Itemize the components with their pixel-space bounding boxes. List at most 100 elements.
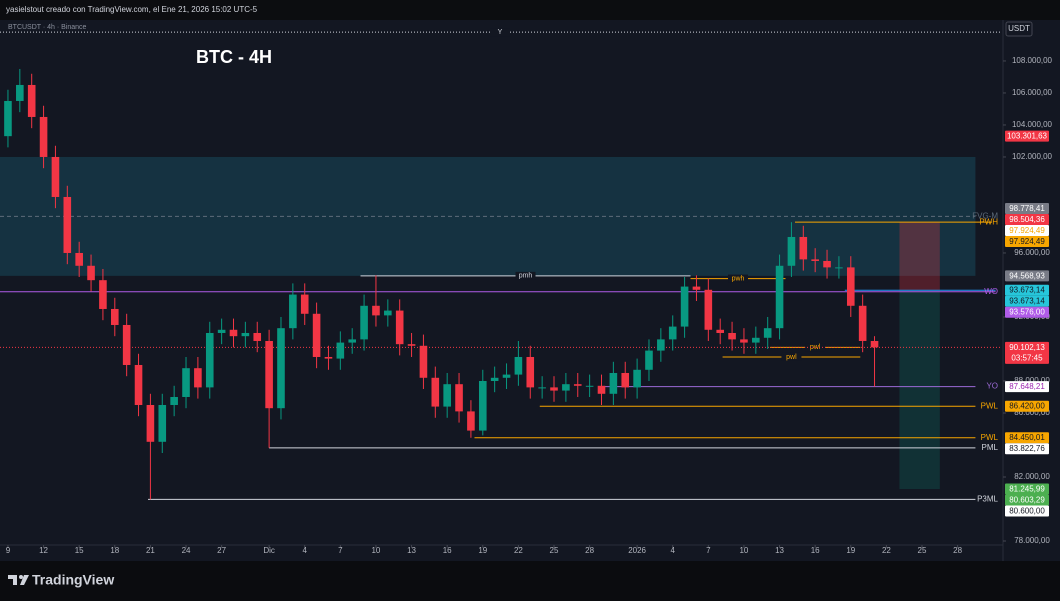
- candle-body: [835, 267, 843, 269]
- candle-body: [39, 116, 48, 157]
- price-tag: [1005, 214, 1049, 226]
- candle-body: [870, 340, 879, 348]
- y-tick-label: 104.000,00: [1012, 120, 1053, 129]
- candle-body: [763, 328, 772, 338]
- chart-title: BTC - 4H: [196, 47, 272, 67]
- zone: [899, 290, 940, 490]
- candle-body: [419, 345, 428, 378]
- candle-body: [229, 329, 238, 337]
- zone: [899, 222, 940, 291]
- candle-body: [668, 326, 677, 340]
- candle-body: [692, 286, 701, 290]
- level-label: P3ML: [977, 495, 998, 504]
- y-tick-label: 102.000,00: [1012, 152, 1053, 161]
- top-bar: [0, 0, 1060, 20]
- candle-body: [395, 310, 404, 345]
- price-tag: [1005, 483, 1049, 495]
- candle-body: [467, 411, 475, 431]
- candle-body: [336, 342, 345, 359]
- candle-body: [787, 236, 796, 266]
- x-tick-label: 22: [514, 546, 523, 555]
- brand-logo: [8, 575, 29, 585]
- level-label: PWL: [981, 433, 999, 442]
- x-tick-label: 13: [407, 546, 416, 555]
- candle-body: [609, 372, 618, 394]
- x-tick-label: 19: [846, 546, 855, 555]
- candle-body: [716, 329, 725, 333]
- attribution: yasielstout creado con TradingView.com, …: [6, 5, 258, 14]
- price-tag: [1005, 203, 1049, 215]
- x-tick-label: 9: [6, 546, 11, 555]
- price-tag-countdown: 03:57:45: [1011, 353, 1043, 362]
- y-tick-label: 86.000,00: [1014, 408, 1050, 417]
- candle-body: [324, 356, 333, 359]
- x-tick-label: 25: [550, 546, 559, 555]
- candle-body: [289, 294, 297, 329]
- candle-body: [110, 308, 119, 325]
- candle-body: [680, 286, 689, 327]
- price-tag: [1005, 432, 1049, 444]
- candle-body: [431, 377, 440, 407]
- currency-box: [1005, 21, 1033, 37]
- level-label: PWH: [979, 217, 998, 226]
- x-tick-label: 10: [739, 546, 748, 555]
- level-label: pmh: [519, 273, 533, 280]
- candle-body: [514, 356, 523, 375]
- candle-body: [657, 339, 665, 351]
- candle-body: [194, 368, 202, 388]
- candle-body: [87, 265, 95, 281]
- level-label: Y: [498, 29, 503, 36]
- candle-body: [277, 328, 285, 409]
- plot-area: 9 12 15 18 21 24 27 Dic 4 7 10 13 16 19 22 25 28 2026 4 7 10…: [0, 28, 1000, 555]
- x-tick-label: 28: [953, 546, 962, 555]
- price-tag: [1005, 225, 1049, 237]
- candle-body: [526, 356, 535, 388]
- x-tick-label: 27: [217, 546, 226, 555]
- candle-body: [312, 313, 321, 357]
- candle-body: [300, 294, 309, 314]
- price-tag-label: 86.420,00: [1009, 402, 1045, 411]
- x-tick-label: 4: [670, 546, 675, 555]
- candle-body: [502, 374, 511, 378]
- price-tag: [1005, 443, 1049, 455]
- candle-body: [348, 339, 357, 343]
- candle-body: [265, 340, 273, 409]
- candle-body: [4, 100, 12, 137]
- price-tag: [1005, 341, 1049, 364]
- candle-body: [384, 310, 392, 316]
- level-label-bg: [728, 274, 749, 283]
- candle-body: [455, 384, 463, 412]
- candle-body: [775, 265, 784, 329]
- footer: [0, 561, 1060, 601]
- candle-body: [205, 332, 214, 388]
- currency: USDT: [1008, 24, 1030, 33]
- level-label-bg: [515, 271, 536, 280]
- candle-body: [633, 369, 641, 388]
- level-label-bg: [490, 28, 510, 37]
- candle-body: [478, 380, 487, 431]
- candle-body: [573, 384, 582, 386]
- y-tick-label: 88.000,00: [1014, 376, 1050, 385]
- candle-body: [538, 387, 546, 389]
- price-tag-label: 97.924,49: [1009, 226, 1045, 235]
- x-tick-label: 24: [182, 546, 191, 555]
- candle-body: [134, 364, 143, 405]
- x-tick-label: 15: [75, 546, 84, 555]
- candle-body: [550, 387, 558, 391]
- candle-body: [75, 252, 83, 266]
- price-tag-label: 94.568,93: [1009, 271, 1045, 280]
- price-tag-label: 81.245,99: [1009, 484, 1045, 493]
- candle-body: [597, 385, 606, 394]
- candle-body: [182, 368, 190, 397]
- candle-body: [407, 344, 416, 346]
- level-label: PWL: [981, 401, 999, 410]
- x-tick-label: 18: [110, 546, 119, 555]
- price-tag: [1005, 400, 1049, 412]
- y-tick-label: 82.000,00: [1014, 472, 1050, 481]
- candle-body: [728, 332, 736, 340]
- candle-body: [158, 404, 167, 442]
- candle-body: [740, 339, 748, 343]
- candle-body: [253, 332, 262, 341]
- candle-body: [585, 385, 594, 387]
- candle-body: [217, 329, 226, 333]
